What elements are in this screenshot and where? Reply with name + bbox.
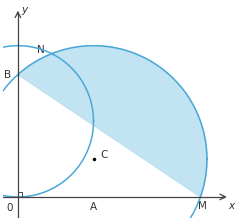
Text: y: y bbox=[22, 5, 28, 15]
Text: M: M bbox=[198, 201, 207, 211]
Text: N: N bbox=[37, 45, 45, 55]
Polygon shape bbox=[18, 46, 207, 197]
Text: x: x bbox=[228, 201, 235, 211]
Text: A: A bbox=[90, 202, 97, 213]
Text: B: B bbox=[4, 70, 11, 80]
Text: 0: 0 bbox=[6, 203, 13, 213]
Text: C: C bbox=[100, 150, 108, 160]
